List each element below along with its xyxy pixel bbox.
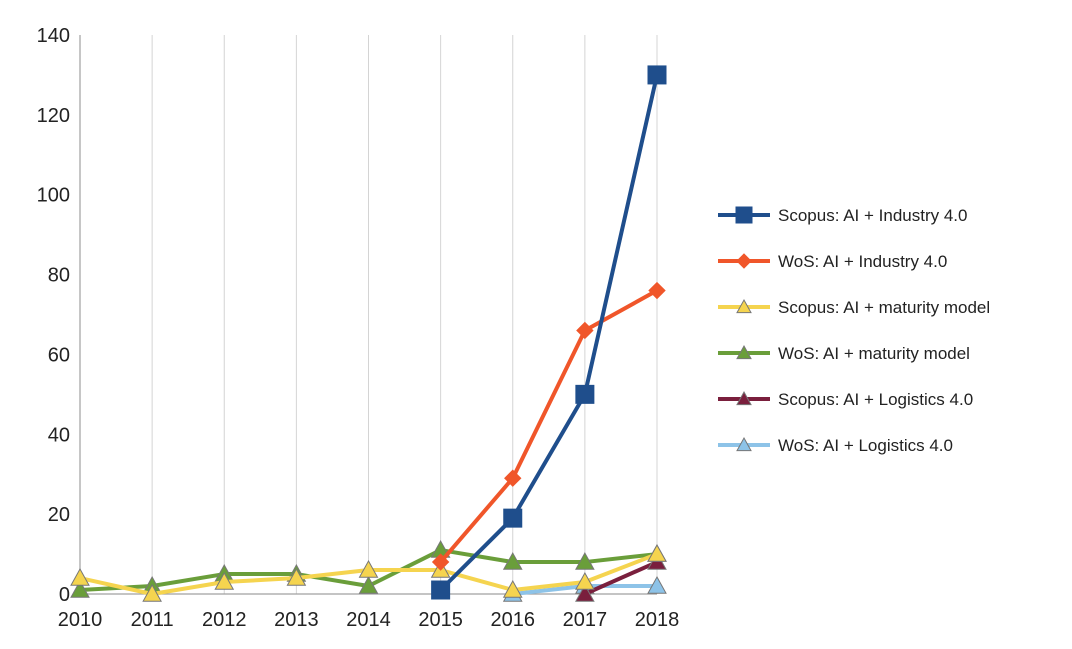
x-tick-label: 2016 [491, 609, 536, 631]
legend-item-6: WoS: AI + Logistics 4.0 [718, 436, 953, 455]
data-point [358, 560, 379, 578]
series-line [582, 560, 659, 596]
legend-marker [736, 344, 752, 360]
legend-item-2: WoS: AI + Industry 4.0 [718, 252, 947, 271]
legend-label: WoS: AI + Logistics 4.0 [778, 436, 953, 455]
data-point [575, 384, 595, 404]
legend-marker [736, 298, 752, 314]
x-tick-label: 2018 [635, 609, 680, 631]
legend-marker [736, 436, 752, 452]
data-point [142, 583, 162, 602]
y-tick-label: 140 [37, 25, 70, 47]
data-point [575, 583, 595, 602]
data-point [648, 281, 666, 300]
x-tick-label: 2017 [563, 609, 608, 631]
data-point [647, 65, 667, 85]
legend-label: WoS: AI + Industry 4.0 [778, 252, 947, 271]
legend-label: WoS: AI + maturity model [778, 344, 970, 363]
legend-marker [735, 206, 753, 224]
x-tick-label: 2012 [202, 609, 247, 631]
gridlines [151, 35, 658, 594]
axes [79, 35, 657, 595]
data-point [431, 553, 450, 571]
data-point [358, 575, 379, 594]
legend-label: Scopus: AI + Logistics 4.0 [778, 390, 973, 409]
legend-item-3: Scopus: AI + maturity model [718, 298, 990, 317]
x-tick-label: 2013 [274, 609, 319, 631]
data-point [214, 571, 235, 590]
x-tick-label: 2015 [418, 609, 463, 631]
legend-marker [736, 390, 752, 406]
series-group [70, 65, 667, 602]
legend-item-5: Scopus: AI + Logistics 4.0 [718, 390, 973, 409]
data-point [431, 580, 451, 600]
data-point [575, 552, 595, 570]
data-point [575, 571, 595, 590]
data-point [576, 321, 594, 340]
data-point [647, 544, 667, 562]
data-point [70, 567, 90, 586]
y-tick-label: 0 [59, 584, 70, 606]
y-tick-label: 20 [48, 504, 70, 526]
y-tick-label: 80 [48, 265, 70, 287]
x-tick-label: 2011 [131, 609, 174, 631]
series-1 [431, 65, 667, 600]
data-point [70, 579, 90, 598]
series-2 [431, 281, 666, 571]
y-tick-label: 120 [37, 105, 70, 127]
series-line [438, 72, 659, 593]
data-point [647, 575, 667, 594]
series-line [438, 288, 659, 565]
legend-item-4: WoS: AI + maturity model [718, 344, 970, 363]
y-axis-ticks: 0 20 40 60 80 100 120 140 [37, 25, 70, 606]
legend-label: Scopus: AI + maturity model [778, 298, 990, 317]
data-point [502, 552, 523, 570]
y-tick-label: 40 [48, 424, 70, 446]
legend: Scopus: AI + Industry 4.0 WoS: AI + Indus… [718, 206, 990, 455]
x-tick-label: 2014 [346, 609, 391, 631]
legend-item-1: Scopus: AI + Industry 4.0 [718, 206, 967, 225]
data-point [286, 567, 307, 586]
legend-marker [736, 253, 752, 269]
data-point [504, 469, 522, 487]
y-tick-label: 60 [48, 344, 70, 366]
legend-label: Scopus: AI + Industry 4.0 [778, 206, 967, 225]
data-point [502, 579, 523, 598]
x-tick-label: 2010 [58, 609, 103, 631]
x-axis-ticks: 2010 2011 2012 2013 2014 2015 2016 2017 2018 [58, 609, 680, 631]
data-point [503, 508, 523, 528]
y-tick-label: 100 [37, 185, 70, 207]
